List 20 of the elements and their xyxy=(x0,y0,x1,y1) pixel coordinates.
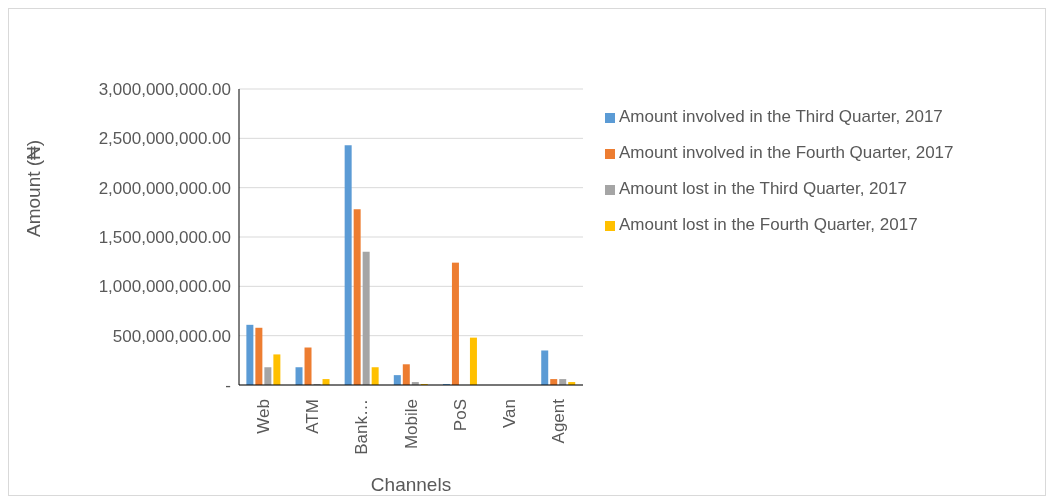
x-tick-label: Van xyxy=(499,399,519,428)
x-tick-label: Agent xyxy=(548,398,568,444)
x-tick-label: ATM xyxy=(303,399,323,434)
x-tick-label: PoS xyxy=(450,399,470,432)
legend-label: Amount involved in the Fourth Quarter, 2017 xyxy=(619,143,954,162)
x-tick-label: Mobile xyxy=(401,399,421,450)
legend-label: Amount lost in the Fourth Quarter, 2017 xyxy=(619,215,918,234)
legend-label: Amount lost in the Third Quarter, 2017 xyxy=(619,179,907,198)
x-tick-label: Web xyxy=(254,399,274,434)
y-axis-title: Amount (₦) xyxy=(22,139,44,237)
y-tick-label: 2,500,000,000.00 xyxy=(98,129,231,149)
x-tick-label: Bank… xyxy=(352,399,372,455)
y-tick-label: 500,000,000.00 xyxy=(112,326,231,346)
y-tick-label: 1,000,000,000.00 xyxy=(98,277,231,297)
x-axis-title: Channels xyxy=(370,474,452,495)
y-tick-label: 3,000,000,000.00 xyxy=(98,80,231,100)
y-tick-label: 1,500,000,000.00 xyxy=(98,228,231,248)
y-tick-label: 2,000,000,000.00 xyxy=(98,178,231,198)
y-tick-label: - xyxy=(225,376,231,396)
legend-label: Amount involved in the Third Quarter, 2017 xyxy=(619,107,943,126)
